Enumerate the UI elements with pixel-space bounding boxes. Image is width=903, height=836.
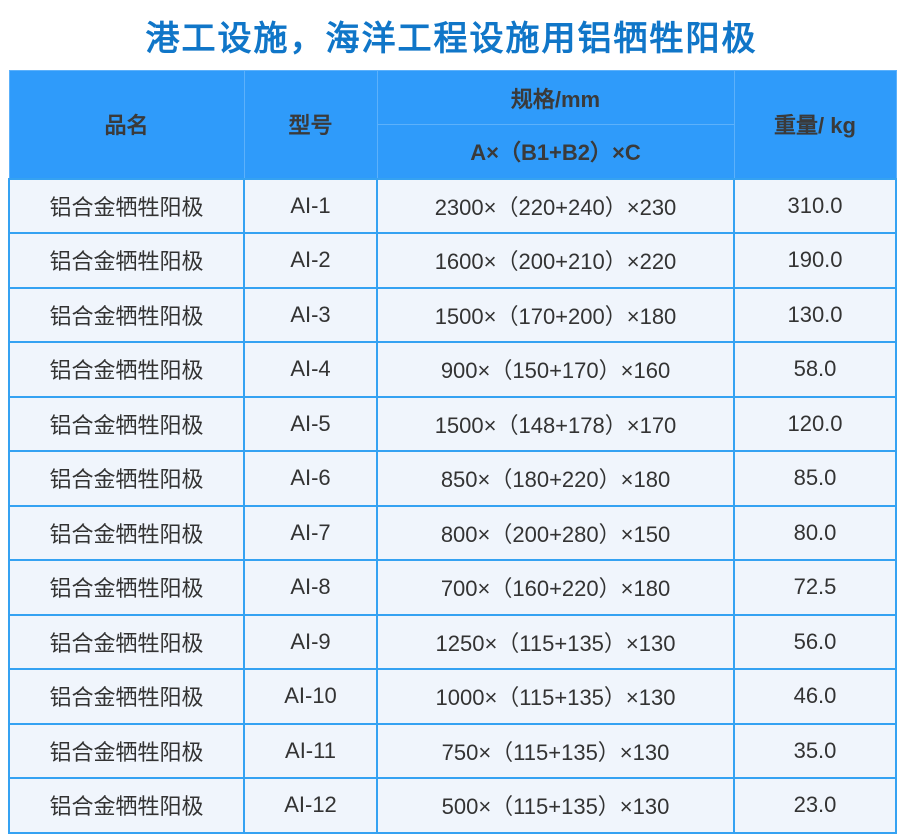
cell-weight: 190.0	[733, 232, 897, 289]
cell-product: 铝合金牺牲阳极	[8, 668, 245, 725]
cell-model: AI-4	[243, 341, 378, 398]
cell-weight: 72.5	[733, 559, 897, 616]
cell-weight: 23.0	[733, 777, 897, 834]
cell-product: 铝合金牺牲阳极	[8, 341, 245, 398]
table-row: 铝合金牺牲阳极 AI-4 900×（150+170）×160 58.0	[8, 341, 897, 398]
cell-model: AI-2	[243, 232, 378, 289]
cell-spec: 700×（160+220）×180	[376, 559, 735, 616]
cell-model: AI-10	[243, 668, 378, 725]
cell-product: 铝合金牺牲阳极	[8, 777, 245, 834]
cell-model: AI-3	[243, 286, 378, 343]
cell-model: AI-9	[243, 613, 378, 670]
table-row: 铝合金牺牲阳极 AI-11 750×（115+135）×130 35.0	[8, 722, 897, 779]
cell-spec: 1600×（200+210）×220	[376, 232, 735, 289]
table-row: 铝合金牺牲阳极 AI-2 1600×（200+210）×220 190.0	[8, 232, 897, 289]
cell-spec: 750×（115+135）×130	[376, 722, 735, 779]
page-title: 港工设施，海洋工程设施用铝牺牲阳极	[145, 19, 758, 58]
cell-spec: 2300×（220+240）×230	[376, 177, 735, 234]
cell-product: 铝合金牺牲阳极	[8, 232, 245, 289]
title-bar: 港工设施，海洋工程设施用铝牺牲阳极	[0, 0, 903, 70]
cell-product: 铝合金牺牲阳极	[8, 177, 245, 234]
cell-spec: 850×（180+220）×180	[376, 450, 735, 507]
table-row: 铝合金牺牲阳极 AI-7 800×（200+280）×150 80.0	[8, 504, 897, 561]
cell-product: 铝合金牺牲阳极	[8, 559, 245, 616]
cell-product: 铝合金牺牲阳极	[8, 450, 245, 507]
cell-weight: 56.0	[733, 613, 897, 670]
table-row: 铝合金牺牲阳极 AI-8 700×（160+220）×180 72.5	[8, 559, 897, 616]
header-model: 型号	[243, 70, 378, 179]
cell-spec: 1250×（115+135）×130	[376, 613, 735, 670]
cell-spec: 1000×（115+135）×130	[376, 668, 735, 725]
cell-product: 铝合金牺牲阳极	[8, 395, 245, 452]
cell-model: AI-8	[243, 559, 378, 616]
table-row: 铝合金牺牲阳极 AI-5 1500×（148+178）×170 120.0	[8, 395, 897, 452]
cell-model: AI-1	[243, 177, 378, 234]
cell-weight: 310.0	[733, 177, 897, 234]
cell-spec: 1500×（170+200）×180	[376, 286, 735, 343]
cell-spec: 1500×（148+178）×170	[376, 395, 735, 452]
cell-weight: 35.0	[733, 722, 897, 779]
cell-model: AI-11	[243, 722, 378, 779]
table-row: 铝合金牺牲阳极 AI-6 850×（180+220）×180 85.0	[8, 450, 897, 507]
cell-model: AI-12	[243, 777, 378, 834]
anode-spec-table: 品名 型号 规格/mm 重量/ kg A×（B1+B2）×C 铝合金牺牲阳极 AI…	[8, 70, 897, 834]
cell-model: AI-6	[243, 450, 378, 507]
cell-spec: 500×（115+135）×130	[376, 777, 735, 834]
cell-product: 铝合金牺牲阳极	[8, 504, 245, 561]
cell-model: AI-5	[243, 395, 378, 452]
cell-product: 铝合金牺牲阳极	[8, 613, 245, 670]
table-row: 铝合金牺牲阳极 AI-12 500×（115+135）×130 23.0	[8, 777, 897, 834]
table-row: 铝合金牺牲阳极 AI-3 1500×（170+200）×180 130.0	[8, 286, 897, 343]
cell-weight: 120.0	[733, 395, 897, 452]
cell-spec: 800×（200+280）×150	[376, 504, 735, 561]
cell-model: AI-7	[243, 504, 378, 561]
table-body: 铝合金牺牲阳极 AI-1 2300×（220+240）×230 310.0 铝合金牺牲阳…	[8, 177, 897, 834]
cell-weight: 46.0	[733, 668, 897, 725]
table-row: 铝合金牺牲阳极 AI-9 1250×（115+135）×130 56.0	[8, 613, 897, 670]
table-row: 铝合金牺牲阳极 AI-10 1000×（115+135）×130 46.0	[8, 668, 897, 725]
cell-weight: 85.0	[733, 450, 897, 507]
cell-spec: 900×（150+170）×160	[376, 341, 735, 398]
header-spec: 规格/mm	[376, 70, 735, 125]
cell-weight: 58.0	[733, 341, 897, 398]
table-header: 品名 型号 规格/mm 重量/ kg A×（B1+B2）×C	[8, 70, 897, 179]
cell-product: 铝合金牺牲阳极	[8, 722, 245, 779]
header-weight: 重量/ kg	[733, 70, 897, 179]
table-row: 铝合金牺牲阳极 AI-1 2300×（220+240）×230 310.0	[8, 177, 897, 234]
header-spec-formula: A×（B1+B2）×C	[376, 124, 735, 179]
cell-product: 铝合金牺牲阳极	[8, 286, 245, 343]
cell-weight: 130.0	[733, 286, 897, 343]
cell-weight: 80.0	[733, 504, 897, 561]
header-product: 品名	[8, 70, 245, 179]
